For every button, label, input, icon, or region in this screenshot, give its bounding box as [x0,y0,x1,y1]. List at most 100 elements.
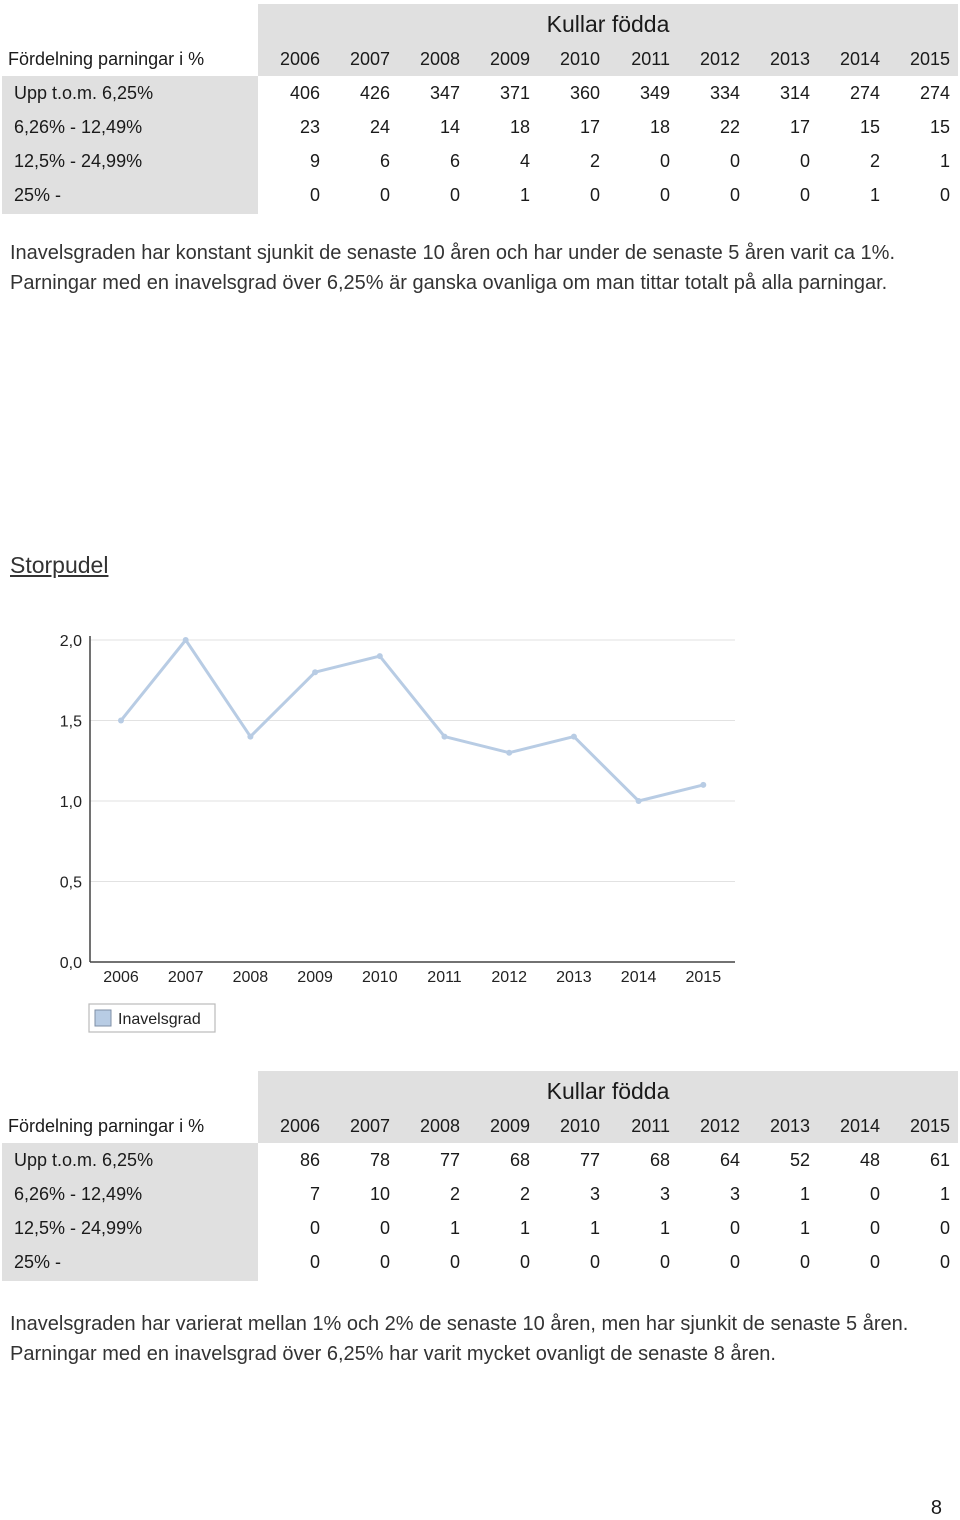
table-cell: 0 [729,151,740,171]
year-header: 2014 [839,49,880,69]
table-cell: 1 [449,1218,460,1238]
inbreeding-line-chart: 0,0 0,5 1,0 1,5 2,0 2006 2007 2008 2009 2010 2011 2… [60,633,735,1033]
table-row: 12,5% - 24,99% 0 0 1 1 1 1 0 1 0 0 [0,1211,960,1245]
year-header: 2007 [349,49,390,69]
table-cell: 0 [659,151,670,171]
table-cell: 0 [309,185,320,205]
table-cell: 0 [939,1218,950,1238]
paragraph-1: Inavelsgraden har konstant sjunkit de se… [10,242,895,294]
table-cell: 406 [289,83,320,103]
data-point [376,653,383,660]
table-cell: 0 [449,1252,460,1272]
data-point [247,733,254,740]
paragraph-2: Inavelsgraden har varierat mellan 1% och… [10,1313,909,1365]
data-point [570,733,577,740]
table-cell: 0 [799,185,810,205]
table-cell: 314 [779,83,810,103]
year-header: 2013 [769,49,810,69]
table-cell: 349 [639,83,670,103]
x-tick-label: 2011 [427,969,462,986]
table-cell: 1 [869,185,880,205]
x-tick-label: 2015 [686,969,722,986]
table-cell: 64 [719,1150,740,1170]
year-header: 2011 [631,1116,670,1136]
section-title-storpudel: Storpudel [10,552,109,578]
table-cell: 18 [509,117,530,137]
legend-box [88,1003,216,1033]
y-tick-label: 2,0 [60,633,82,650]
x-tick-label: 2006 [103,969,139,986]
table-cell: 0 [309,1218,320,1238]
row-label-background [2,76,258,214]
data-point [700,781,707,788]
row-label: Upp t.o.m. 6,25% [14,83,154,103]
table-cell: 17 [789,117,810,137]
table-cell: 1 [799,1218,810,1238]
table-cell: 0 [449,185,460,205]
table-cell: 347 [429,83,460,103]
year-header: 2011 [631,49,670,69]
y-tick-label: 1,5 [60,714,82,731]
table-cell: 23 [299,117,320,137]
year-header-row: Fördelning parningar i % 2006 2007 2008 2009… [0,42,960,76]
table-cell: 17 [579,117,600,137]
row-label: 12,5% - 24,99% [14,151,143,171]
table-cell: 1 [519,185,530,205]
table-cell: 0 [729,185,740,205]
year-header: 2012 [699,49,740,69]
row-header: Fördelning parningar i % [8,49,205,69]
table-cell: 10 [369,1184,390,1204]
y-tick-label: 1,0 [60,794,82,811]
table-cell: 3 [589,1184,600,1204]
year-header: 2012 [699,1116,740,1136]
table-cell: 0 [379,185,390,205]
data-point [118,717,124,724]
table-cell: 86 [299,1150,320,1170]
table-cell: 78 [369,1150,390,1170]
table-cell: 68 [509,1150,530,1170]
year-header: 2008 [419,49,460,69]
table-cell: 7 [309,1184,320,1204]
table-cell: 15 [859,117,880,137]
year-header: 2010 [559,1116,600,1136]
table-cell: 4 [519,151,530,171]
table-cell: 371 [499,83,530,103]
row-label: Upp t.o.m. 6,25% [14,1150,154,1170]
year-header: 2008 [419,1116,460,1136]
table-cell: 1 [939,151,950,171]
table-cell: 0 [309,1252,320,1272]
table-cell: 15 [929,117,950,137]
year-header-row: Fördelning parningar i % 2006 2007 2008 2009… [0,1109,960,1143]
row-label: 6,26% - 12,49% [14,1184,143,1204]
table-row: Upp t.o.m. 6,25% 406 426 347 371 360 349 334 314… [0,76,960,110]
table-cell: 426 [359,83,390,103]
table-cell: 274 [919,83,950,103]
table-cell: 6 [379,151,390,171]
table-row: 25% - 0 0 0 1 0 0 0 0 1 0 [0,178,960,212]
table-cell: 6 [449,151,460,171]
year-header: 2015 [909,49,950,69]
x-tick-label: 2008 [233,969,269,986]
year-header: 2006 [279,1116,320,1136]
table-cell: 9 [309,151,320,171]
table-cell: 52 [789,1150,810,1170]
y-tick-label: 0,5 [60,875,82,892]
table-cell: 14 [439,117,460,137]
row-label: 25% - [14,185,62,205]
group-header: Kullar födda [546,1078,670,1104]
table-cell: 1 [589,1218,600,1238]
table-cell: 0 [869,1252,880,1272]
table-cell: 48 [859,1150,880,1170]
table-cell: 2 [449,1184,460,1204]
table-cell: 1 [799,1184,810,1204]
table-row: 25% - 0 0 0 0 0 0 0 0 0 0 [0,1245,960,1279]
table-cell: 360 [569,83,600,103]
year-header: 2014 [839,1116,880,1136]
table-cell: 0 [659,1252,670,1272]
table-cell: 22 [719,117,740,137]
table-cell: 0 [869,1184,880,1204]
table-cell: 3 [729,1184,740,1204]
x-tick-label: 2014 [621,969,657,986]
table-row: 6,26% - 12,49% 7 10 2 2 3 3 3 1 0 1 [0,1177,960,1211]
series-line-inavelsgrad [119,638,704,803]
